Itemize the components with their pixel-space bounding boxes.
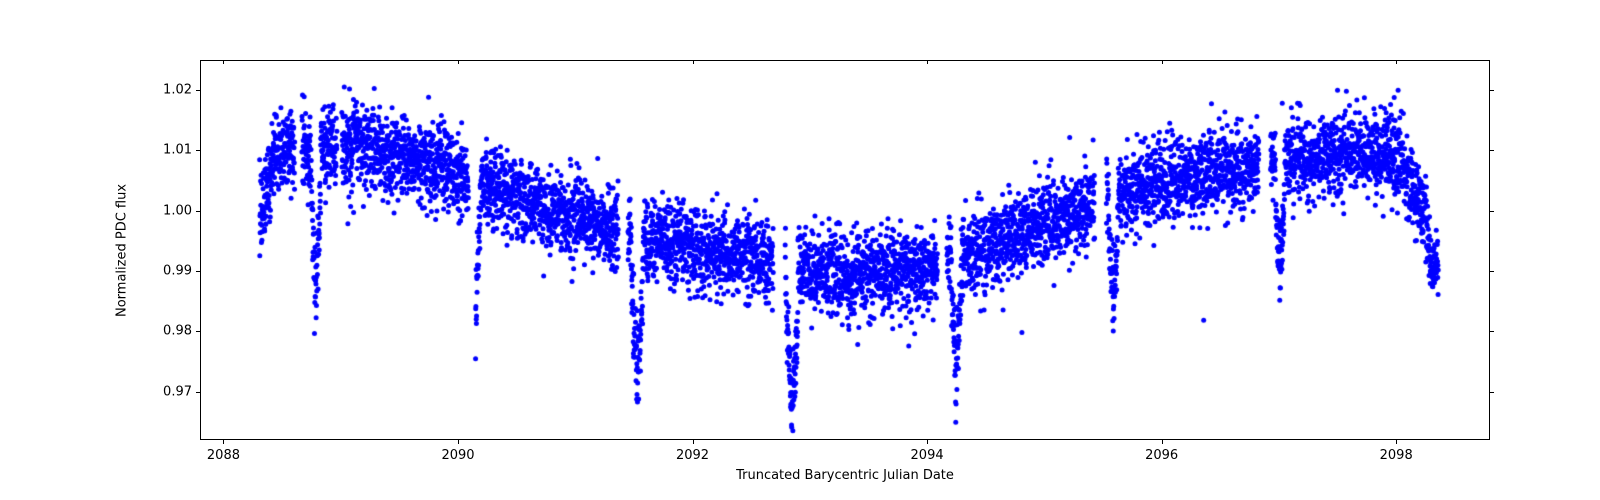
x-tick-label: 2088 bbox=[207, 448, 240, 463]
x-tick-label: 2092 bbox=[676, 448, 709, 463]
figure-container: Truncated Barycentric Julian Date Normal… bbox=[0, 0, 1600, 500]
y-tick-label: 1.02 bbox=[152, 83, 192, 98]
x-tick-label: 2094 bbox=[911, 448, 944, 463]
plot-area bbox=[200, 60, 1490, 440]
scatter-canvas bbox=[201, 61, 1491, 441]
y-tick-label: 1.00 bbox=[152, 203, 192, 218]
x-tick-label: 2096 bbox=[1145, 448, 1178, 463]
x-tick-label: 2090 bbox=[441, 448, 474, 463]
x-tick-label: 2098 bbox=[1380, 448, 1413, 463]
y-tick-label: 1.01 bbox=[152, 143, 192, 158]
y-tick-label: 0.99 bbox=[152, 264, 192, 279]
x-axis-label: Truncated Barycentric Julian Date bbox=[200, 468, 1490, 483]
y-tick-label: 0.98 bbox=[152, 324, 192, 339]
y-tick-label: 0.97 bbox=[152, 384, 192, 399]
y-axis-label: Normalized PDC flux bbox=[112, 60, 132, 440]
